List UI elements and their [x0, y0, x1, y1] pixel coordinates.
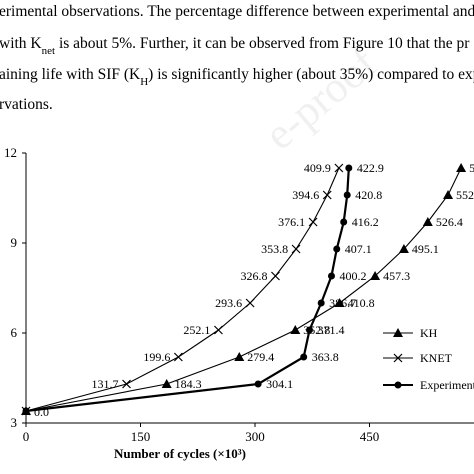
text-segment: aining life with SIF (K [0, 66, 141, 83]
marker-triangle [370, 271, 381, 280]
text-segment: ) is significantly higher (about 35%) co… [148, 66, 474, 83]
data-label: 199.6 [143, 350, 170, 364]
marker-cross [173, 352, 183, 362]
x-tick-label: 150 [131, 429, 151, 444]
subscript: H [140, 76, 148, 88]
data-label: 326.8 [240, 269, 267, 283]
data-label: 252.1 [183, 323, 210, 337]
data-label: 184.3 [175, 377, 202, 391]
data-label: 400.2 [339, 269, 366, 283]
data-label: 552.9 [456, 188, 474, 202]
marker-cross [334, 163, 344, 173]
series-line [25, 167, 340, 412]
marker-circle [306, 326, 314, 334]
marker-circle [345, 164, 353, 172]
marker-triangle [393, 328, 403, 337]
data-label: 495.1 [412, 242, 439, 256]
paragraph-line: erimental observations. The percentage d… [0, 3, 474, 20]
data-label: 570 [469, 161, 474, 175]
paragraph-line: with Knet is about 5%. Further, it can b… [0, 35, 470, 57]
x-tick-label: 450 [360, 429, 380, 444]
data-label: 407.1 [345, 242, 372, 256]
legend-label: KH [420, 326, 438, 340]
marker-circle [254, 380, 262, 388]
data-label: 409.9 [304, 161, 331, 175]
data-label: 279.4 [247, 350, 274, 364]
y-tick-label: 3 [11, 415, 18, 430]
marker-triangle [290, 325, 301, 334]
marker-circle [333, 245, 341, 253]
marker-circle [394, 381, 402, 389]
x-tick-label: 300 [245, 429, 265, 444]
data-label: 293.6 [215, 296, 242, 310]
text-segment: is about 5%. Further, it can be observed… [55, 35, 470, 52]
legend-label: KNET [420, 351, 453, 365]
data-label: 422.9 [357, 161, 384, 175]
data-label: 394.6 [292, 188, 319, 202]
series-line [25, 167, 462, 412]
marker-triangle [422, 217, 433, 226]
marker-cross [122, 379, 131, 389]
data-label: 420.8 [355, 188, 382, 202]
marker-cross [393, 353, 403, 363]
data-label: 363.8 [312, 350, 339, 364]
data-label: 371.4 [318, 323, 345, 337]
data-label: 376.1 [278, 215, 305, 229]
x-axis-title: Number of cycles (×10³) [114, 446, 246, 461]
marker-cross [291, 244, 301, 254]
text-segment: with K [0, 35, 42, 52]
marker-triangle [456, 163, 467, 172]
y-tick-label: 6 [11, 325, 18, 340]
marker-cross [245, 298, 255, 308]
marker-circle [317, 299, 325, 307]
data-label: 304.1 [266, 377, 293, 391]
legend-label: Experimental [420, 378, 474, 392]
marker-cross [214, 325, 223, 335]
y-tick-label: 12 [4, 145, 17, 160]
x-tick-label: 0 [23, 429, 30, 444]
data-label: 457.3 [383, 269, 410, 283]
marker-triangle [234, 352, 245, 361]
marker-circle [340, 218, 348, 226]
paragraph-line: aining life with SIF (KH) is significant… [0, 66, 474, 88]
marker-circle [300, 353, 308, 361]
subscript: net [42, 45, 55, 57]
marker-triangle [161, 379, 172, 388]
data-label: 386.7 [329, 296, 356, 310]
y-tick-label: 9 [11, 235, 18, 250]
paragraph-line: rvations. [0, 96, 53, 113]
marker-triangle [398, 244, 409, 253]
marker-triangle [334, 298, 345, 307]
text-segment: rvations. [0, 96, 53, 113]
data-label: 416.2 [352, 215, 379, 229]
marker-cross [271, 271, 280, 281]
marker-circle [22, 407, 30, 415]
marker-circle [327, 272, 335, 280]
data-label: 353.8 [261, 242, 288, 256]
marker-cross [308, 217, 318, 227]
data-label: 526.4 [436, 215, 463, 229]
marker-triangle [443, 190, 454, 199]
data-label: 131.7 [92, 377, 119, 391]
text-segment: erimental observations. The percentage d… [0, 3, 474, 20]
marker-cross [322, 190, 332, 200]
marker-circle [343, 191, 351, 199]
data-label: 410.8 [348, 296, 375, 310]
origin-label: 0.0 [34, 405, 49, 419]
series-line [25, 167, 350, 413]
